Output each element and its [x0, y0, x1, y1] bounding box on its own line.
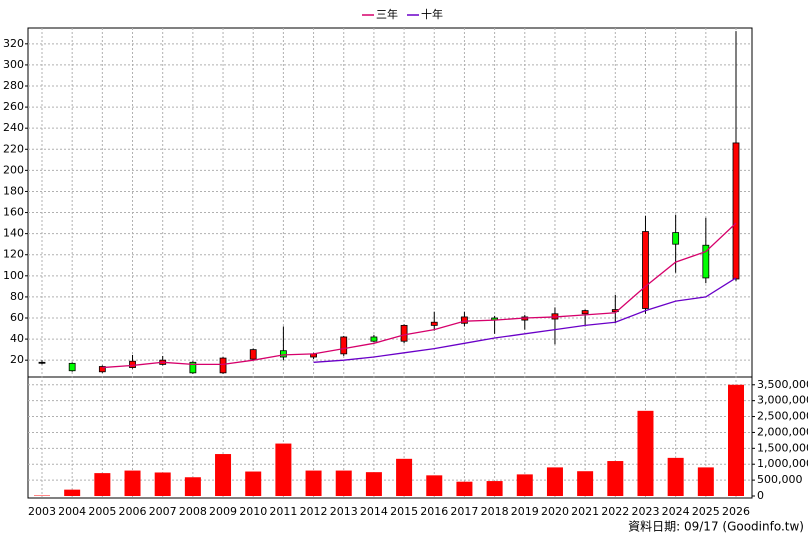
volume-bar [426, 475, 443, 496]
y-tick-label: 120 [3, 248, 24, 261]
x-tick-label: 2020 [541, 505, 569, 518]
volume-bar [546, 467, 563, 496]
x-tick-label: 2006 [119, 505, 147, 518]
candle-body [672, 232, 680, 245]
candle-body [702, 244, 710, 279]
y2-tick-label: 0 [757, 489, 764, 502]
candle-body [98, 366, 106, 373]
x-tick-label: 2013 [330, 505, 358, 518]
x-tick-label: 2022 [601, 505, 629, 518]
y-tick-label: 40 [10, 332, 24, 345]
volume-bar [124, 470, 141, 496]
volume-bar [396, 458, 413, 496]
volume-bar [154, 472, 171, 496]
y2-tick-label: 3,500,000 [757, 378, 808, 391]
ma-line [313, 277, 737, 363]
legend-label: 三年 [376, 7, 398, 21]
x-tick-label: 2015 [390, 505, 418, 518]
ma-line [102, 222, 737, 369]
y2-tick-label: 3,000,000 [757, 394, 808, 407]
y-tick-label: 180 [3, 184, 24, 197]
volume-bar [456, 481, 473, 496]
x-tick-label: 2009 [209, 505, 237, 518]
volume-bar [215, 454, 232, 496]
candle-body [732, 142, 740, 280]
volume-bar [305, 470, 322, 496]
x-tick-label: 2014 [360, 505, 388, 518]
candle-body [642, 231, 649, 309]
candle-body [189, 361, 197, 374]
volume-bar [184, 477, 201, 496]
y-tick-label: 260 [3, 100, 24, 113]
x-tick-label: 2023 [631, 505, 659, 518]
volume-bar [486, 481, 503, 496]
x-tick-label: 2012 [300, 505, 328, 518]
x-tick-label: 2010 [239, 505, 267, 518]
x-tick-label: 2008 [179, 505, 207, 518]
candle-body [461, 316, 468, 324]
candle-body [279, 350, 287, 358]
volume-bar [94, 473, 111, 496]
volume-bar [365, 472, 382, 496]
volume-bar [335, 470, 352, 496]
x-tick-label: 2024 [662, 505, 690, 518]
y-tick-label: 320 [3, 37, 24, 50]
y2-tick-label: 2,500,000 [757, 410, 808, 423]
volume-bar [577, 471, 594, 496]
volume-bar [607, 461, 624, 496]
candle-body [370, 336, 378, 342]
plot-frame [27, 27, 753, 499]
x-tick-label: 2025 [692, 505, 720, 518]
x-tick-label: 2005 [88, 505, 116, 518]
x-tick-label: 2021 [571, 505, 599, 518]
candle-body [400, 324, 408, 342]
volume-bar [667, 457, 684, 496]
y-tick-label: 20 [10, 353, 24, 366]
volume-bar [728, 384, 744, 496]
candle-body [219, 357, 227, 374]
y-tick-label: 220 [3, 142, 24, 155]
y2-tick-label: 1,000,000 [757, 457, 808, 470]
volume-bar [245, 471, 262, 496]
candle-body [68, 362, 76, 372]
y-tick-label: 200 [3, 163, 24, 176]
candle-body [129, 360, 136, 368]
note: 資料日期: 09/17 (Goodinfo.tw) [628, 520, 804, 534]
candle-body [249, 349, 257, 360]
volume-bar [275, 443, 292, 496]
x-tick-label: 2007 [149, 505, 177, 518]
candle-body [581, 310, 589, 315]
y-tick-label: 300 [3, 58, 24, 71]
y-tick-label: 80 [10, 290, 24, 303]
candle-body [38, 361, 46, 364]
x-tick-label: 2018 [481, 505, 509, 518]
volume-bar [64, 489, 81, 496]
y-tick-label: 100 [3, 269, 24, 282]
candle-body [340, 336, 348, 355]
y2-tick-label: 1,500,000 [757, 441, 808, 454]
y-tick-label: 280 [3, 79, 24, 92]
y2-tick-label: 2,000,000 [757, 425, 808, 438]
y-tick-label: 140 [3, 227, 24, 240]
x-tick-label: 2004 [58, 505, 86, 518]
x-tick-label: 2026 [722, 505, 750, 518]
x-tick-label: 2019 [511, 505, 539, 518]
volume-bar [516, 474, 533, 496]
x-tick-label: 2003 [28, 505, 56, 518]
volume-bar [637, 410, 654, 496]
x-tick-label: 2011 [269, 505, 297, 518]
candle-body [430, 321, 438, 326]
y-tick-label: 60 [10, 311, 24, 324]
y-tick-label: 160 [3, 206, 24, 219]
volume-bar [697, 467, 714, 496]
y2-tick-label: 500,000 [757, 473, 803, 486]
legend-label: 十年 [421, 7, 443, 21]
x-tick-label: 2017 [450, 505, 478, 518]
x-tick-label: 2016 [420, 505, 448, 518]
y-tick-label: 240 [3, 121, 24, 134]
